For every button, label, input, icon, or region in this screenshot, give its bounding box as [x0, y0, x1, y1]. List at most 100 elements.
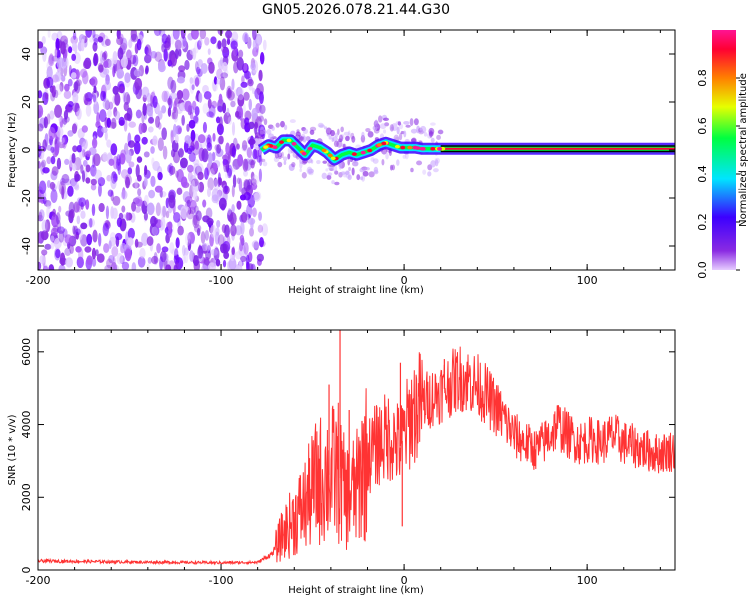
spectrogram-noise-speck — [152, 160, 161, 172]
snr-y-tick-label: 6000 — [20, 338, 33, 366]
spectrogram-hot-point — [381, 141, 387, 146]
spectrogram-noise-speck — [213, 76, 218, 85]
spectrogram-halo-speck — [427, 171, 432, 177]
spectrogram-halo-speck — [303, 139, 307, 143]
spectrogram-noise-speck — [225, 172, 229, 179]
spectrogram-noise-speck — [207, 48, 211, 55]
spectrogram-noise-speck — [157, 171, 163, 181]
spectrogram-noise-speck — [144, 46, 149, 55]
spectrogram-halo-speck — [398, 132, 403, 141]
spectrogram-noise-speck — [120, 149, 126, 158]
spectrogram-noise-speck — [51, 214, 59, 228]
spectrogram-noise-speck — [46, 156, 52, 165]
spectrogram-noise-speck — [102, 68, 110, 75]
spectrogram-noise-speck — [112, 50, 118, 65]
spectrogram-halo-speck — [419, 125, 427, 134]
spectrogram-noise-speck — [206, 217, 214, 226]
spectrogram-noise-speck — [238, 49, 244, 59]
spectrogram-noise-speck — [115, 158, 121, 171]
spectrogram-noise-speck — [215, 186, 224, 197]
spectrogram-noise-speck — [46, 66, 53, 80]
spectrogram-noise-speck — [254, 122, 259, 130]
spectrogram-halo-speck — [372, 158, 379, 164]
spectrogram-noise-speck — [143, 211, 148, 221]
spectrogram-halo-speck — [370, 157, 375, 162]
spectrogram-halo-speck — [317, 122, 324, 128]
spectrogram-noise-speck — [235, 251, 242, 260]
spectrogram-noise-speck — [60, 35, 69, 46]
spectrogram-noise-speck — [247, 217, 256, 225]
spectrogram-noise-speck — [183, 250, 189, 264]
spectrogram-noise-speck — [235, 110, 240, 118]
spectrogram-halo-speck — [383, 129, 387, 134]
spectrogram-noise-speck — [134, 134, 141, 143]
spectrogram-noise-speck — [252, 38, 258, 51]
spectrogram-noise-speck — [114, 92, 121, 106]
spectrogram-noise-speck — [203, 256, 210, 267]
snr-series-line — [38, 346, 675, 566]
spectrogram-noise-speck — [124, 72, 131, 84]
spectrogram-noise-speck — [118, 86, 125, 94]
spectrogram-noise-speck — [224, 224, 230, 238]
spectrogram-noise-speck — [98, 183, 102, 197]
spectrogram-noise-speck — [193, 214, 198, 226]
spectrogram-noise-speck — [85, 150, 92, 157]
spectrogram-noise-speck — [166, 34, 171, 44]
spectrogram-noise-speck — [108, 240, 112, 250]
spectrogram-noise-speck — [236, 143, 240, 150]
spectrogram-noise-speck — [48, 127, 56, 140]
spectrogram-noise-speck — [250, 159, 255, 169]
spectrogram-noise-speck — [196, 66, 201, 75]
spectrogram-noise-speck — [103, 60, 109, 69]
spectrogram-halo-speck — [277, 161, 283, 168]
spectrogram-noise-speck — [75, 228, 81, 236]
spectrogram-noise-speck — [131, 201, 137, 212]
spectrogram-noise-speck — [60, 75, 66, 82]
spectrogram-noise-speck — [165, 210, 170, 219]
spectrogram-noise-speck — [121, 205, 126, 213]
spectrogram-noise-speck — [218, 93, 223, 104]
spectrogram-noise-speck — [93, 169, 102, 180]
spectrogram-noise-speck — [57, 180, 61, 190]
spectrogram-noise-speck — [110, 177, 117, 190]
spectrogram-noise-speck — [204, 167, 209, 180]
spectrogram-noise-speck — [64, 158, 70, 166]
spectrogram-noise-speck — [187, 231, 196, 244]
spectrogram-noise-speck — [194, 77, 200, 87]
spectrogram-noise-speck — [109, 232, 116, 242]
spectrogram-noise-speck — [182, 254, 186, 264]
spectrogram-noise-speck — [171, 248, 179, 256]
spectrogram-hot-point — [272, 145, 278, 150]
spectrogram-noise-speck — [144, 54, 152, 64]
spectrogram-noise-speck — [134, 77, 143, 91]
spectrogram-y-tick-label: 0 — [20, 147, 33, 154]
spectrogram-noise-speck — [38, 144, 42, 158]
spectrogram-noise-speck — [253, 241, 259, 251]
colorbar: 0.0 0.2 0.4 0.6 0.8 Normalized spectral ampl… — [696, 30, 749, 279]
spectrogram-noise-speck — [147, 116, 155, 124]
spectrogram-noise-speck — [72, 145, 78, 153]
spectrogram-noise-speck — [186, 123, 190, 132]
spectrogram-noise-speck — [213, 162, 218, 172]
spectrogram-noise-speck — [100, 90, 106, 102]
spectrogram-halo-speck — [283, 160, 287, 165]
spectrogram-halo-speck — [410, 167, 414, 173]
spectrogram-noise-speck — [106, 258, 113, 269]
spectrogram-noise-speck — [52, 208, 57, 217]
spectrogram-noise-speck — [137, 256, 146, 268]
spectrogram-noise-speck — [258, 154, 263, 167]
spectrogram-noise-speck — [136, 241, 143, 248]
spectrogram-noise-speck — [225, 30, 233, 39]
spectrogram-noise-speck — [106, 117, 112, 128]
spectrogram-noise-speck — [172, 30, 180, 40]
spectrogram-noise-speck — [237, 94, 245, 107]
spectrogram-noise-speck — [168, 227, 172, 238]
spectrogram-noise-speck — [226, 107, 230, 116]
spectrogram-noise-speck — [77, 158, 82, 166]
spectrogram-x-label: Height of straight line (km) — [288, 285, 424, 296]
spectrogram-noise-speck — [167, 221, 173, 231]
spectrogram-noise-speck — [48, 264, 55, 270]
spectrogram-noise-speck — [217, 30, 224, 36]
spectrogram-noise-speck — [41, 36, 46, 45]
spectrogram-halo-speck — [268, 133, 275, 140]
